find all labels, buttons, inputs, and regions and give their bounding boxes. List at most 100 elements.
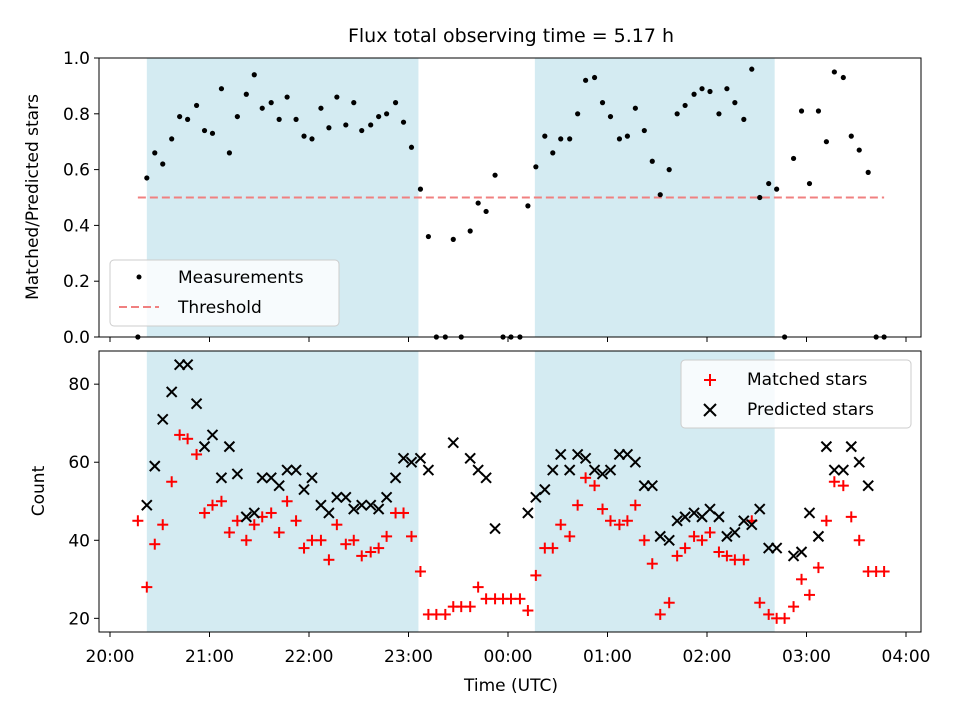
matched-star-point — [788, 601, 800, 613]
predicted-marker-b — [323, 507, 335, 519]
measurement-point — [376, 113, 382, 120]
predicted-marker-b — [522, 507, 534, 519]
measurement-point — [392, 100, 399, 106]
measurement-point — [691, 91, 697, 97]
matched-star-point — [679, 542, 691, 554]
matched-star-point — [373, 542, 385, 554]
predicted-star-point — [323, 507, 335, 519]
predicted-star-point — [853, 456, 865, 468]
matched-star-point — [878, 566, 890, 578]
measurement-point — [848, 133, 854, 139]
predicted-marker-b — [646, 479, 658, 492]
counts-plot-frame — [98, 350, 922, 633]
measurement-point — [201, 127, 208, 134]
predicted-star-point — [364, 499, 377, 511]
predicted-star-point — [348, 503, 360, 515]
measurement-point — [259, 105, 265, 111]
measurement-point — [865, 169, 871, 175]
measurement-point — [492, 172, 498, 178]
predicted-marker-b — [729, 526, 741, 539]
measurement-point — [243, 91, 249, 97]
predicted-marker-b — [563, 464, 576, 476]
matched-star-point — [613, 519, 625, 531]
predicted-marker-b — [853, 456, 865, 468]
matched-star-point — [514, 593, 526, 605]
matched-star-point — [199, 507, 211, 519]
matched-star-point — [365, 546, 377, 558]
measurement-point — [790, 155, 797, 162]
predicted-star-point — [845, 440, 857, 453]
measurement-point — [840, 74, 846, 81]
measurement-point — [607, 113, 614, 120]
predicted-marker-b — [157, 413, 169, 426]
predicted-marker-b — [721, 530, 733, 543]
predicted-marker-b — [306, 472, 318, 484]
matched-star-point — [646, 558, 658, 570]
predicted-star-point — [629, 456, 642, 468]
x-tick-label: 00:00 — [484, 647, 533, 667]
predicted-marker-b — [273, 479, 285, 492]
predicted-marker-b — [862, 479, 874, 492]
measurement-point — [815, 108, 822, 114]
predicted-star-point — [389, 472, 402, 484]
measurement-point — [475, 200, 481, 206]
matched-star-point — [621, 515, 633, 527]
measurement-point — [467, 228, 473, 234]
matched-star-point — [206, 499, 218, 511]
matched-star-point — [572, 499, 584, 511]
matched-star-point — [671, 550, 683, 562]
predicted-marker-b — [539, 483, 551, 496]
predicted-star-point — [787, 550, 800, 562]
predicted-star-point — [746, 518, 758, 531]
counts-legend-box — [680, 359, 912, 429]
predicted-marker-b — [141, 499, 153, 511]
measurement-point — [334, 94, 340, 100]
chart-title: Flux total observing time = 5.17 h — [348, 25, 674, 47]
measurement-point — [351, 100, 357, 106]
predicted-star-point — [547, 464, 559, 476]
x-tick-label: 04:00 — [882, 647, 931, 667]
matched-star-point — [853, 534, 865, 546]
ratio-points — [135, 66, 887, 340]
predicted-star-point — [828, 464, 841, 476]
predicted-star-point — [356, 499, 368, 511]
predicted-star-point — [405, 456, 418, 468]
measurement-point — [732, 100, 738, 106]
measurement-point — [550, 150, 556, 156]
measurement-point — [741, 116, 747, 122]
predicted-marker-b — [380, 491, 393, 504]
matched-star-point — [688, 530, 700, 542]
measurement-point — [284, 94, 290, 100]
predicted-star-point — [206, 429, 219, 441]
matched-star-point — [398, 507, 410, 519]
matched-star-point — [356, 550, 368, 562]
matched-star-point — [472, 581, 484, 593]
counts-y-tick-label: 60 — [68, 453, 90, 473]
predicted-star-point — [165, 386, 178, 398]
predicted-marker-b — [364, 499, 377, 511]
matched-star-point — [754, 597, 766, 609]
ratio-y-tick-label: 1.0 — [63, 49, 90, 69]
predicted-star-point — [862, 479, 874, 492]
predicted-marker-b — [190, 397, 203, 410]
matched-star-point — [530, 569, 542, 581]
measurement-point — [408, 144, 415, 150]
predicted-star-point — [331, 491, 343, 504]
measurement-point — [632, 105, 638, 111]
matched-star-point — [738, 554, 750, 566]
predicted-marker-b — [621, 448, 634, 461]
legend-predicted-marker — [703, 403, 717, 417]
predicted-star-point — [571, 448, 584, 461]
predicted-marker-b — [713, 511, 725, 523]
predicted-marker-b — [530, 491, 542, 504]
measurement-point — [657, 192, 663, 198]
predicted-marker-b — [215, 472, 228, 484]
measurement-point — [425, 233, 431, 240]
matched-star-point — [248, 519, 260, 531]
measurement-point — [417, 186, 424, 192]
ratio-y-tick-label: 0.8 — [63, 105, 90, 125]
matched-star-point — [654, 608, 666, 620]
x-tick-label: 02:00 — [683, 647, 732, 667]
predicted-marker-b — [596, 468, 609, 480]
matched-star-point — [215, 495, 227, 507]
